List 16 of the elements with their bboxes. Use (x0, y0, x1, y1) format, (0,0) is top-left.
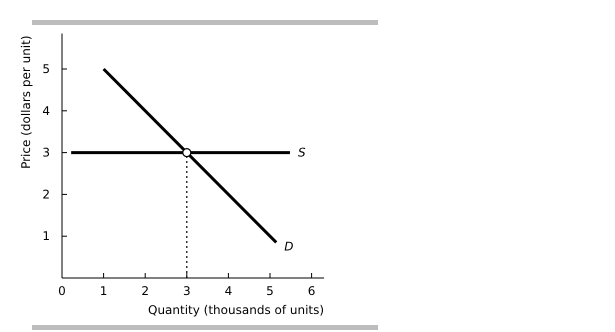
x-axis-title: Quantity (thousands of units) (148, 303, 324, 317)
y-tick-label: 5 (42, 62, 50, 76)
x-tick-label: 5 (266, 284, 274, 298)
series-label: D (284, 239, 294, 254)
series-label: S (298, 146, 306, 160)
y-tick-label: 2 (42, 187, 50, 202)
y-axis-title: Price (dollars per unit) (19, 35, 33, 169)
x-tick-label: 4 (224, 284, 232, 298)
y-tick-label: 3 (42, 146, 50, 160)
x-tick-label: 2 (141, 284, 150, 298)
x-tick-label: 6 (308, 284, 316, 298)
x-tick-label: 1 (100, 284, 108, 298)
x-tick-label: 3 (182, 284, 191, 298)
y-tick-label: 1 (42, 229, 50, 244)
x-tick-label: 0 (58, 284, 66, 298)
y-tick-label: 4 (42, 104, 50, 118)
